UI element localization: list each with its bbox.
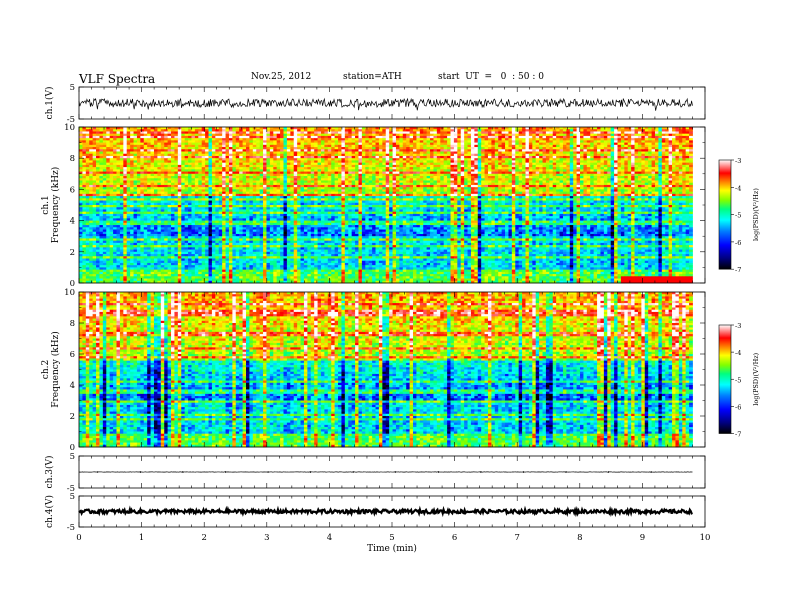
ch1-spectrogram-cells [79, 127, 693, 283]
vlf-spectra-figure: 5-5ch.1(V)0246810ch.1 Frequency (kHz)0246… [0, 0, 792, 612]
